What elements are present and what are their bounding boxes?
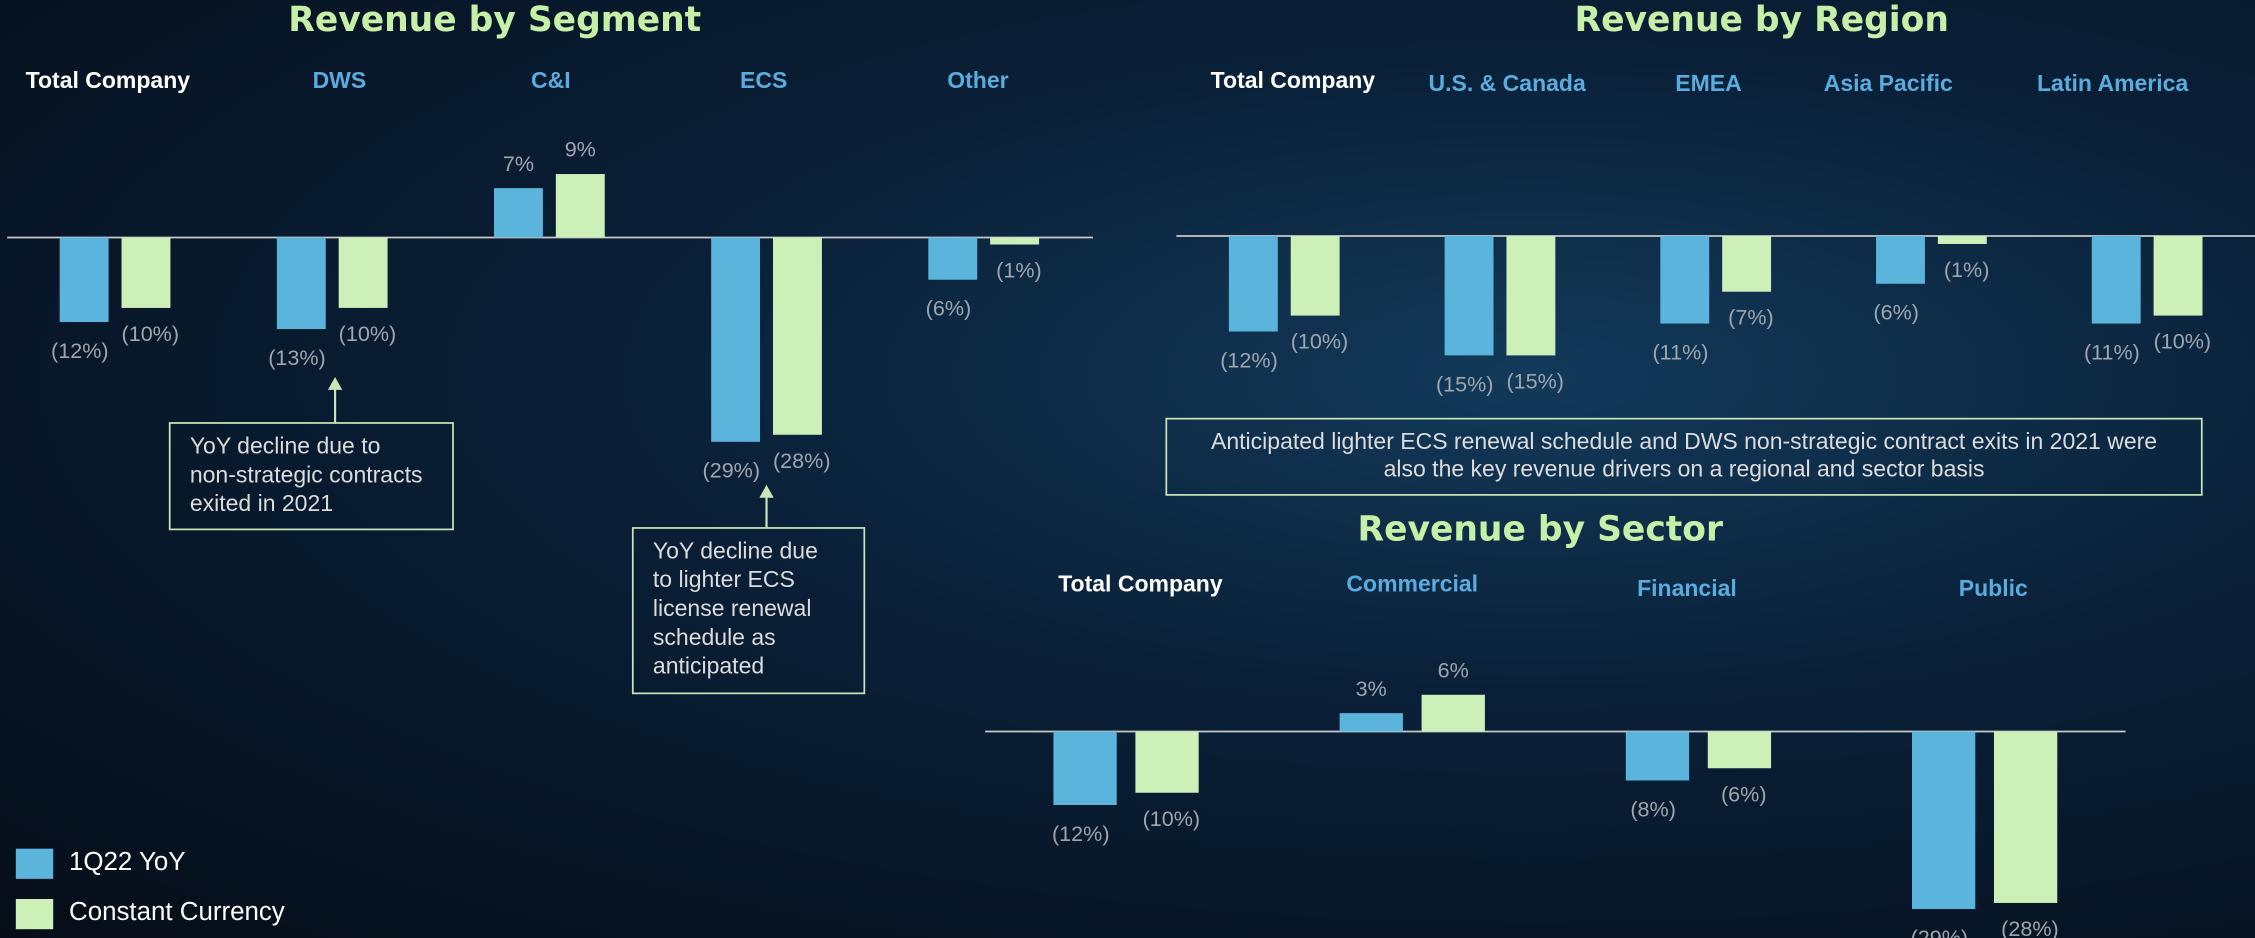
value-label: (1%) xyxy=(996,258,1042,283)
bar xyxy=(121,237,171,308)
category-label: C&I xyxy=(531,67,571,93)
value-label: (6%) xyxy=(1721,781,1767,806)
category-label: ECS xyxy=(740,67,787,93)
bar xyxy=(1707,731,1772,769)
bar xyxy=(1625,731,1690,781)
value-label: (12%) xyxy=(1220,347,1278,372)
category-label: Commercial xyxy=(1346,571,1478,597)
annotation-text: non-strategic contracts xyxy=(190,461,423,487)
value-label: (7%) xyxy=(1728,305,1774,330)
annotation-text: exited in 2021 xyxy=(190,490,333,516)
bar xyxy=(1506,236,1556,356)
bar xyxy=(1722,236,1772,292)
bar xyxy=(276,237,326,330)
category-label: Total Company xyxy=(1058,571,1223,597)
value-label: 3% xyxy=(1356,676,1387,701)
bar xyxy=(1421,694,1485,732)
category-label: Total Company xyxy=(26,67,191,93)
category-label: Latin America xyxy=(2037,70,2188,96)
value-label: (10%) xyxy=(1143,806,1201,831)
legend-label: 1Q22 YoY xyxy=(69,848,186,876)
arrow-head xyxy=(759,484,774,498)
legend-label: Constant Currency xyxy=(69,898,285,926)
bar xyxy=(928,237,978,280)
value-label: (10%) xyxy=(122,321,180,346)
bar xyxy=(59,237,109,323)
annotation-text: YoY decline due xyxy=(653,537,818,563)
bar xyxy=(1290,236,1340,316)
value-label: (28%) xyxy=(773,448,831,473)
annotation-text: YoY decline due to xyxy=(190,433,381,459)
category-label: Total Company xyxy=(1211,67,1376,93)
bar xyxy=(2091,236,2141,324)
value-label: (12%) xyxy=(51,338,109,363)
bar xyxy=(1660,236,1710,324)
value-label: (12%) xyxy=(1052,821,1110,846)
annotation-text: Anticipated lighter ECS renewal schedule… xyxy=(1211,428,2157,454)
bar xyxy=(1993,731,2058,903)
value-label: (15%) xyxy=(1436,371,1494,396)
bar xyxy=(1876,236,1925,284)
category-label: Asia Pacific xyxy=(1824,70,1953,96)
bar xyxy=(990,237,1040,245)
annotation-box xyxy=(1165,417,2203,496)
annotation-text: anticipated xyxy=(653,653,764,679)
annotation-text: to lighter ECS xyxy=(653,566,795,592)
value-label: (10%) xyxy=(339,321,397,346)
chart-title: Revenue by Region xyxy=(1575,0,1949,40)
annotation-text: also the key revenue drivers on a region… xyxy=(1384,456,1985,482)
value-label: (8%) xyxy=(1630,796,1676,821)
chart-title: Revenue by Sector xyxy=(1358,509,1723,549)
bar xyxy=(1912,731,1976,910)
annotation-text: schedule as xyxy=(653,624,776,650)
bar xyxy=(494,188,543,238)
bar xyxy=(1228,236,1278,332)
value-label: (29%) xyxy=(1911,925,1969,938)
category-label: U.S. & Canada xyxy=(1429,70,1586,96)
category-label: EMEA xyxy=(1675,70,1741,96)
bar xyxy=(2153,236,2203,316)
bar xyxy=(711,237,761,442)
bar xyxy=(1053,731,1117,805)
annotation-box xyxy=(168,422,454,531)
bar xyxy=(338,237,388,308)
value-label: (10%) xyxy=(2154,329,2212,354)
value-label: (29%) xyxy=(703,458,761,483)
value-label: (11%) xyxy=(1653,339,1709,364)
value-label: 6% xyxy=(1438,657,1469,682)
value-label: (1%) xyxy=(1944,257,1990,282)
category-label: Public xyxy=(1959,575,2028,601)
category-label: Other xyxy=(947,67,1008,93)
value-label: 9% xyxy=(565,137,596,162)
category-label: DWS xyxy=(313,67,367,93)
bar xyxy=(555,174,605,238)
legend-swatch xyxy=(15,848,54,879)
bar xyxy=(1937,236,1987,244)
bar xyxy=(1339,713,1403,732)
value-label: (28%) xyxy=(2001,916,2059,938)
chart-title: Revenue by Segment xyxy=(288,0,701,40)
arrow-head xyxy=(327,376,343,390)
value-label: (6%) xyxy=(926,296,972,321)
legend-swatch xyxy=(15,899,54,930)
value-label: (10%) xyxy=(1291,329,1349,354)
bar xyxy=(1135,731,1199,793)
value-label: (6%) xyxy=(1873,300,1919,325)
value-label: (13%) xyxy=(268,345,326,370)
value-label: (11%) xyxy=(2084,339,2140,364)
category-label: Financial xyxy=(1637,575,1737,601)
annotation-text: license renewal xyxy=(653,595,812,621)
value-label: (15%) xyxy=(1506,368,1564,393)
bar xyxy=(1444,236,1494,356)
bar xyxy=(772,237,822,435)
value-label: 7% xyxy=(503,151,534,176)
annotation-box xyxy=(631,527,866,695)
